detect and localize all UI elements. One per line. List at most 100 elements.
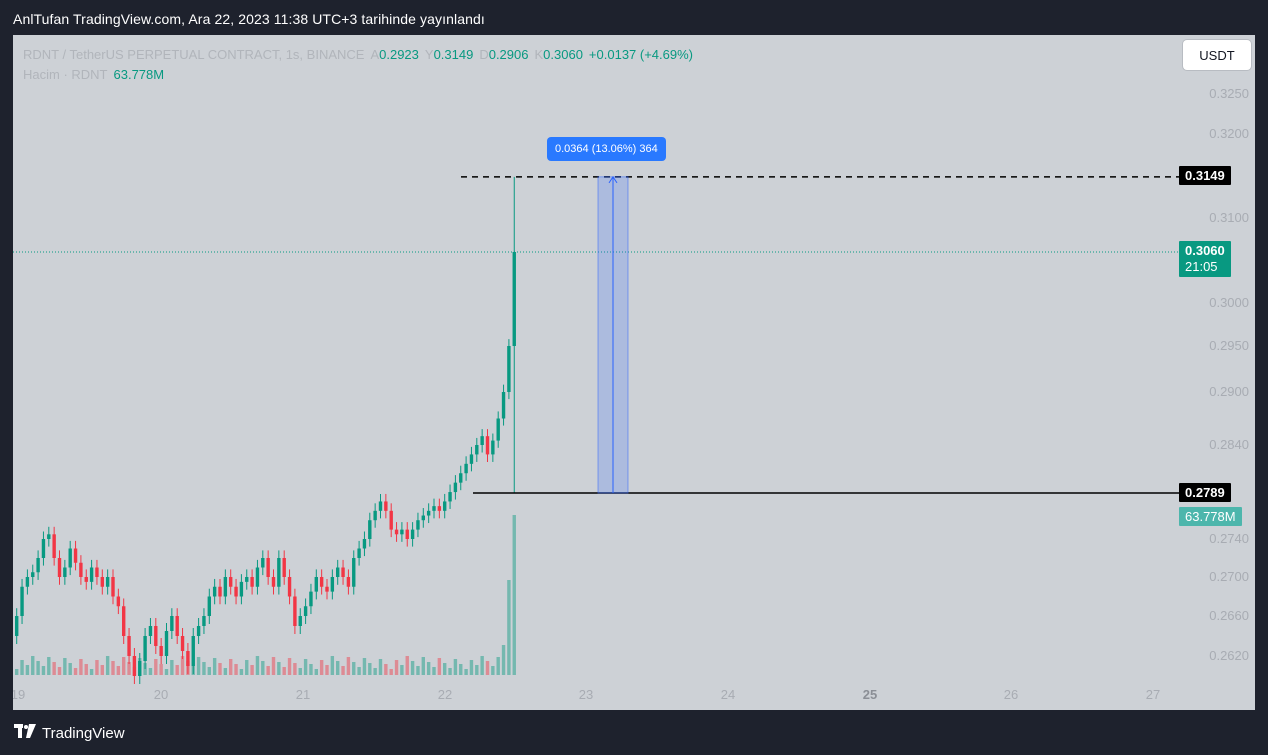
volume-bar <box>47 657 51 675</box>
candle-body <box>159 646 163 656</box>
volume-bar <box>421 657 425 675</box>
volume-bar <box>469 660 474 675</box>
symbol-title[interactable]: RDNT / TetherUS PERPETUAL CONTRACT, 1s, … <box>23 47 365 62</box>
candle-body <box>384 501 388 511</box>
published-caption: AnlTufan TradingView.com, Ara 22, 2023 1… <box>13 11 485 27</box>
tradingview-brand[interactable]: TradingView <box>14 724 125 742</box>
candle-body <box>250 577 254 587</box>
volume-bar <box>464 669 468 675</box>
candle-body <box>293 596 297 626</box>
volume-bar <box>245 660 249 675</box>
volume-bar <box>394 660 399 675</box>
chart-panel[interactable]: 0.3250 0.3200 0.3100 0.3000 0.2950 0.2900 0.28… <box>13 35 1255 710</box>
close-value: 0.3060 <box>543 47 583 62</box>
volume-bar <box>239 669 244 675</box>
change-value: +0.0137 (+4.69%) <box>588 47 693 62</box>
candle-body <box>175 616 179 636</box>
x-tick-label: 23 <box>579 687 593 702</box>
candle-body <box>512 252 516 346</box>
volume-bar <box>234 664 238 675</box>
bar-countdown: 21:05 <box>1185 259 1218 274</box>
chart-canvas[interactable]: 0.3250 0.3200 0.3100 0.3000 0.2950 0.2900 0.28… <box>13 35 1255 710</box>
volume-bar <box>261 661 265 675</box>
candle-body <box>36 558 40 573</box>
volume-bar <box>389 669 393 675</box>
volume-bar <box>100 665 104 675</box>
volume-bar <box>170 660 174 675</box>
volume-bar <box>384 664 388 675</box>
candle-body <box>496 418 500 441</box>
volume-bar <box>314 669 318 675</box>
volume-bar <box>368 663 372 675</box>
high-price-tag: 0.3149 <box>1179 166 1231 185</box>
candle-body <box>346 577 351 587</box>
volume-bar <box>111 661 115 675</box>
candle-body <box>319 577 324 587</box>
volume-bar <box>373 668 377 675</box>
volume-bar <box>325 665 329 675</box>
volume-bar <box>400 665 404 675</box>
volume-bar <box>459 664 463 675</box>
volume-bar <box>293 663 297 675</box>
volume-bar <box>36 661 40 675</box>
volume-bar <box>282 667 286 675</box>
candle-body <box>52 534 56 558</box>
candle-body <box>410 529 415 539</box>
candle-body <box>373 510 377 521</box>
volume-bar <box>309 664 313 675</box>
volume-bar <box>491 666 495 675</box>
candle-body <box>378 501 383 511</box>
x-tick-label: 25 <box>863 687 877 702</box>
candle-body <box>421 515 425 521</box>
candle-body <box>469 454 474 464</box>
candle-body <box>459 473 463 483</box>
candle-body <box>116 596 121 607</box>
candle-body <box>234 586 238 597</box>
high-value: 0.3149 <box>433 47 474 62</box>
candle-body <box>164 631 169 656</box>
time-axis: 19 20 21 22 23 24 25 26 27 <box>13 687 1160 702</box>
volume-label[interactable]: Hacim · RDNT <box>23 67 108 82</box>
measure-arrowhead-icon <box>608 175 618 184</box>
candle-body <box>501 392 506 419</box>
candle-body <box>245 577 249 582</box>
volume-bar <box>346 657 351 675</box>
volume-bar <box>475 665 479 675</box>
candle-body <box>154 626 158 646</box>
volume-bar <box>105 656 110 675</box>
candle-body <box>309 591 313 607</box>
volume-bar <box>277 662 281 675</box>
volume-bar <box>138 658 142 675</box>
candle-body <box>261 558 265 568</box>
currency-button[interactable]: USDT <box>1183 40 1251 70</box>
volume-bar <box>202 662 206 675</box>
close-label: K <box>534 47 544 62</box>
volume-bar <box>116 666 121 675</box>
candle-body <box>31 572 35 577</box>
candle-body <box>448 492 452 502</box>
volume-bar <box>453 659 458 675</box>
volume-bar <box>79 659 83 675</box>
candle-body <box>170 616 174 631</box>
volume-bar <box>212 658 217 675</box>
candle-body <box>287 577 292 597</box>
measure-label[interactable]: 0.0364 (13.06%) 364 <box>547 137 666 161</box>
volume-bar <box>89 669 94 675</box>
volume-bar <box>207 667 211 675</box>
volume-bar <box>41 666 46 675</box>
volume-bar <box>223 668 228 675</box>
volume-bar <box>480 656 484 675</box>
volume-bar <box>159 664 163 675</box>
low-label: D <box>479 47 489 62</box>
open-value: 0.2923 <box>379 47 419 62</box>
volume-bar <box>443 663 447 675</box>
volume-bar <box>437 658 442 675</box>
ohlc-row: RDNT / TetherUS PERPETUAL CONTRACT, 1s, … <box>23 45 693 65</box>
candle-body <box>202 616 206 626</box>
volume-bar <box>175 665 179 675</box>
tradingview-wordmark: TradingView <box>42 724 125 742</box>
candle-body <box>507 346 511 392</box>
candle-body <box>180 636 185 651</box>
volume-bar <box>63 658 67 675</box>
volume-bar <box>180 656 185 675</box>
